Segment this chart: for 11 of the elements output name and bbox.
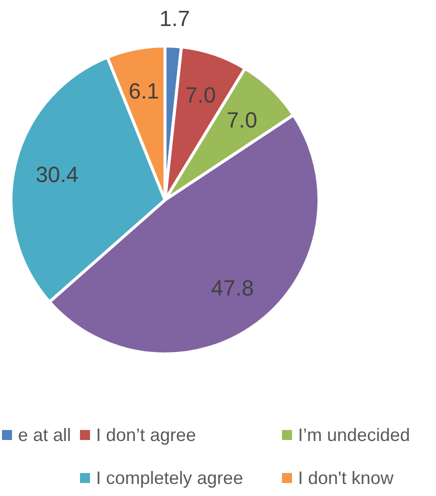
legend-label: I completely agree bbox=[96, 468, 244, 488]
data-label: 7.0 bbox=[226, 108, 258, 133]
legend-label: I don't know bbox=[298, 468, 394, 488]
legend-label: I’m undecided bbox=[298, 425, 410, 445]
data-label: 47.8 bbox=[210, 276, 254, 301]
legend-label: e at all bbox=[18, 425, 72, 445]
data-label: 1.7 bbox=[159, 6, 190, 31]
data-label: 30.4 bbox=[36, 162, 79, 187]
data-label: 7.0 bbox=[185, 82, 216, 108]
legend-label: I don’t agree bbox=[96, 425, 196, 445]
data-label: 6.1 bbox=[128, 78, 160, 104]
